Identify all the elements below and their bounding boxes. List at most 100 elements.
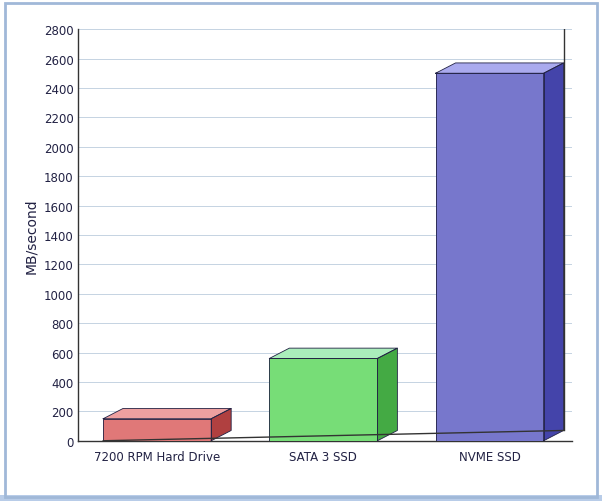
Bar bbox=[0, 497, 602, 500]
Bar bbox=[0, 496, 602, 499]
Bar bbox=[0, 498, 602, 500]
Polygon shape bbox=[436, 74, 544, 441]
Bar bbox=[0, 497, 602, 500]
Bar bbox=[0, 497, 602, 499]
Bar bbox=[0, 497, 602, 499]
Bar bbox=[0, 497, 602, 500]
Bar bbox=[0, 497, 602, 500]
Bar bbox=[0, 497, 602, 499]
Bar bbox=[0, 498, 602, 501]
Bar bbox=[0, 497, 602, 500]
Bar bbox=[0, 498, 602, 500]
Polygon shape bbox=[377, 349, 397, 441]
Bar bbox=[0, 498, 602, 500]
Bar bbox=[0, 496, 602, 499]
Bar bbox=[0, 497, 602, 499]
Bar bbox=[0, 498, 602, 501]
Bar bbox=[0, 497, 602, 500]
Bar bbox=[0, 496, 602, 498]
Bar bbox=[0, 498, 602, 501]
Bar bbox=[0, 497, 602, 500]
Bar bbox=[0, 497, 602, 500]
Bar bbox=[0, 498, 602, 500]
Bar bbox=[0, 496, 602, 499]
Bar bbox=[0, 497, 602, 500]
Bar bbox=[0, 496, 602, 499]
Bar bbox=[0, 498, 602, 500]
Bar bbox=[0, 498, 602, 501]
Bar bbox=[0, 497, 602, 499]
Bar bbox=[0, 498, 602, 500]
Bar bbox=[0, 498, 602, 501]
Bar bbox=[0, 498, 602, 500]
Bar bbox=[0, 497, 602, 500]
Bar bbox=[0, 498, 602, 500]
Bar bbox=[0, 498, 602, 500]
Bar bbox=[0, 497, 602, 500]
Bar bbox=[0, 497, 602, 499]
Bar bbox=[0, 498, 602, 500]
Bar bbox=[0, 496, 602, 499]
Bar bbox=[0, 498, 602, 501]
Bar bbox=[0, 498, 602, 501]
Bar bbox=[0, 498, 602, 500]
Bar bbox=[0, 497, 602, 500]
Bar bbox=[0, 498, 602, 500]
Bar bbox=[0, 497, 602, 500]
Bar bbox=[0, 498, 602, 501]
Bar bbox=[0, 497, 602, 499]
Bar bbox=[0, 497, 602, 500]
Bar bbox=[0, 496, 602, 499]
Bar bbox=[0, 496, 602, 499]
Bar bbox=[0, 498, 602, 500]
Bar bbox=[0, 496, 602, 499]
Bar bbox=[0, 497, 602, 500]
Bar bbox=[0, 496, 602, 499]
Bar bbox=[0, 496, 602, 499]
Bar bbox=[0, 498, 602, 500]
Bar bbox=[0, 497, 602, 500]
Bar bbox=[0, 498, 602, 500]
Bar bbox=[0, 498, 602, 501]
Polygon shape bbox=[103, 409, 231, 419]
Bar bbox=[0, 497, 602, 500]
Bar bbox=[0, 497, 602, 500]
Bar bbox=[0, 496, 602, 499]
Bar bbox=[0, 497, 602, 499]
Bar bbox=[0, 496, 602, 499]
Bar bbox=[0, 496, 602, 498]
Bar bbox=[0, 496, 602, 499]
Bar bbox=[0, 497, 602, 499]
Bar bbox=[0, 496, 602, 498]
Bar bbox=[0, 497, 602, 499]
Bar bbox=[0, 497, 602, 499]
Bar bbox=[0, 496, 602, 498]
Bar bbox=[0, 497, 602, 500]
Bar bbox=[0, 497, 602, 499]
Bar bbox=[0, 496, 602, 498]
Bar bbox=[0, 496, 602, 499]
Bar bbox=[0, 497, 602, 499]
Bar bbox=[0, 496, 602, 498]
Bar bbox=[0, 498, 602, 501]
Bar bbox=[0, 496, 602, 499]
Bar bbox=[0, 497, 602, 500]
Bar bbox=[0, 496, 602, 498]
Bar bbox=[0, 496, 602, 499]
Bar bbox=[0, 498, 602, 500]
Bar bbox=[0, 498, 602, 500]
Bar bbox=[0, 497, 602, 499]
Bar bbox=[0, 497, 602, 499]
Bar bbox=[0, 498, 602, 501]
Bar bbox=[0, 497, 602, 500]
Bar bbox=[0, 496, 602, 499]
Bar bbox=[0, 496, 602, 499]
Bar bbox=[0, 496, 602, 499]
Bar bbox=[0, 497, 602, 499]
Bar bbox=[0, 496, 602, 498]
Bar bbox=[0, 496, 602, 499]
Bar bbox=[0, 497, 602, 500]
Bar bbox=[0, 498, 602, 500]
Bar bbox=[0, 498, 602, 500]
Bar bbox=[0, 496, 602, 499]
